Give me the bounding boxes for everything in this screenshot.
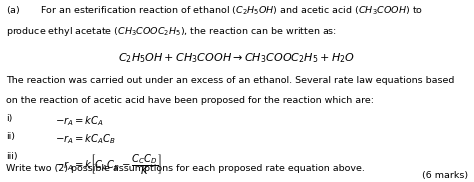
- Text: (a)       For an esterification reaction of ethanol ($C_2H_5OH$) and acetic acid: (a) For an esterification reaction of et…: [6, 5, 423, 17]
- Text: on the reaction of acetic acid have been proposed for the reaction which are:: on the reaction of acetic acid have been…: [6, 96, 374, 104]
- Text: (6 marks): (6 marks): [422, 171, 468, 180]
- Text: ii): ii): [6, 132, 15, 141]
- Text: produce ethyl acetate ($CH_3COOC_2H_5$), the reaction can be written as:: produce ethyl acetate ($CH_3COOC_2H_5$),…: [6, 25, 337, 37]
- Text: $-r_A = kC_AC_B$: $-r_A = kC_AC_B$: [55, 132, 116, 146]
- Text: The reaction was carried out under an excess of an ethanol. Several rate law equ: The reaction was carried out under an ex…: [6, 76, 454, 84]
- Text: iii): iii): [6, 152, 18, 161]
- Text: i): i): [6, 114, 12, 123]
- Text: $-r_A = kC_A$: $-r_A = kC_A$: [55, 114, 103, 128]
- Text: Write two (2) possible assumptions for each proposed rate equation above.: Write two (2) possible assumptions for e…: [6, 164, 365, 173]
- Text: $-r_A = k\left[C_AC_B - \dfrac{C_CC_D}{K}\right]$: $-r_A = k\left[C_AC_B - \dfrac{C_CC_D}{K…: [55, 152, 161, 177]
- Text: $C_2H_5OH + CH_3COOH \rightarrow CH_3COOC_2H_5 + H_2O$: $C_2H_5OH + CH_3COOH \rightarrow CH_3COO…: [118, 51, 356, 65]
